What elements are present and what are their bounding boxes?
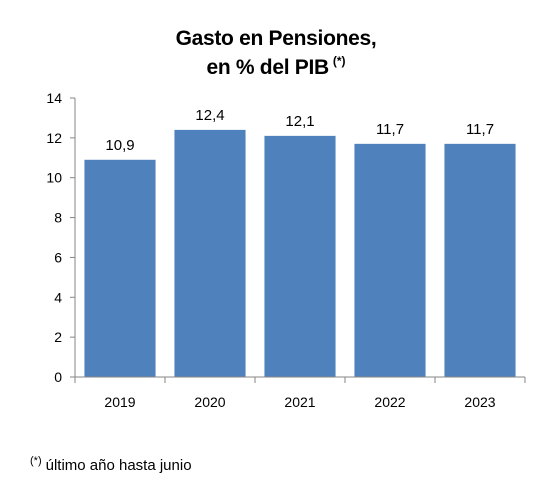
bar — [174, 129, 246, 377]
y-tick-label: 10 — [46, 170, 62, 186]
y-tick-label: 6 — [54, 249, 62, 265]
x-tick-label: 2019 — [104, 394, 135, 410]
data-label: 12,4 — [195, 107, 224, 124]
data-label: 12,1 — [285, 113, 314, 130]
footnote-text: último año hasta junio — [45, 457, 192, 474]
y-tick-label: 12 — [46, 130, 62, 146]
y-tick-label: 8 — [54, 210, 62, 226]
x-tick-label: 2022 — [374, 394, 405, 410]
x-tick-label: 2021 — [284, 394, 315, 410]
data-label: 11,7 — [466, 121, 494, 138]
y-tick-label: 0 — [54, 369, 62, 385]
x-tick-label: 2020 — [194, 394, 225, 410]
y-tick-label: 2 — [54, 329, 62, 345]
bar — [444, 143, 516, 377]
chart-title-line2: en % del PIB (*) — [0, 55, 552, 78]
bar — [84, 159, 156, 377]
footnote-mark: (*) — [30, 455, 42, 467]
bar — [354, 143, 426, 377]
y-tick-label: 4 — [54, 289, 62, 305]
chart-title-line1: Gasto en Pensiones, — [0, 28, 552, 49]
title-text-line1: Gasto en Pensiones, — [175, 27, 377, 50]
title-text-line2: en % del PIB — [206, 56, 329, 79]
data-label: 11,7 — [376, 121, 404, 138]
y-tick-label: 14 — [46, 90, 62, 106]
x-tick-label: 2023 — [464, 394, 495, 410]
bar — [264, 135, 336, 377]
data-label: 10,9 — [105, 137, 134, 154]
title-footnote-mark: (*) — [332, 54, 346, 68]
footnote: (*) último año hasta junio — [30, 455, 192, 474]
